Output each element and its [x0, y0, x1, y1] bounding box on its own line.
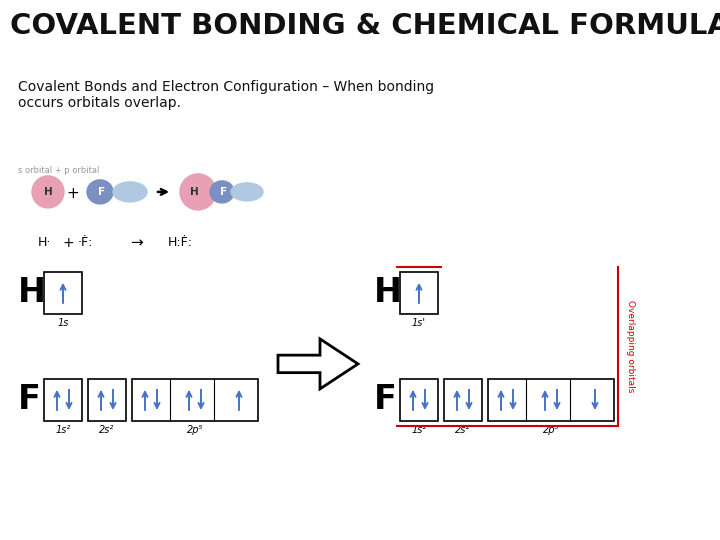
- Bar: [444, 379, 482, 421]
- Text: +: +: [62, 236, 73, 250]
- Bar: [44, 272, 82, 314]
- Text: F: F: [374, 383, 397, 416]
- Text: F: F: [18, 383, 41, 416]
- Bar: [488, 379, 614, 421]
- Ellipse shape: [87, 180, 113, 204]
- Circle shape: [180, 174, 216, 210]
- FancyArrow shape: [278, 339, 358, 389]
- Text: 2s²: 2s²: [99, 425, 114, 435]
- Text: 1s': 1s': [412, 318, 426, 328]
- Bar: [400, 379, 438, 421]
- Text: H·: H·: [38, 236, 51, 249]
- Text: 1s²: 1s²: [411, 425, 427, 435]
- Text: 2s²: 2s²: [455, 425, 471, 435]
- Text: F: F: [99, 187, 106, 197]
- Text: 2p⁵: 2p⁵: [186, 425, 203, 435]
- Text: Covalent Bonds and Electron Configuration – When bonding
occurs orbitals overlap: Covalent Bonds and Electron Configuratio…: [18, 80, 434, 110]
- Text: F: F: [220, 187, 228, 197]
- Ellipse shape: [210, 181, 234, 203]
- Bar: [44, 379, 82, 421]
- Bar: [132, 379, 258, 421]
- Ellipse shape: [113, 182, 147, 202]
- Text: s orbital + p orbital: s orbital + p orbital: [18, 166, 99, 175]
- Bar: [88, 379, 126, 421]
- Text: 1s²: 1s²: [55, 425, 71, 435]
- Circle shape: [32, 176, 64, 208]
- Text: ·Ḟ:: ·Ḟ:: [78, 236, 94, 249]
- Bar: [400, 272, 438, 314]
- Text: COVALENT BONDING & CHEMICAL FORMULA: COVALENT BONDING & CHEMICAL FORMULA: [10, 12, 720, 40]
- Text: H: H: [44, 187, 53, 197]
- Text: Overlapping orbitals: Overlapping orbitals: [626, 300, 635, 393]
- Text: H:Ḟ:: H:Ḟ:: [168, 236, 193, 249]
- Text: 2p⁵: 2p⁵: [543, 425, 559, 435]
- Text: 1s: 1s: [58, 318, 68, 328]
- Text: H: H: [18, 276, 46, 309]
- Text: +: +: [67, 186, 79, 201]
- Text: H: H: [189, 187, 199, 197]
- Text: →: →: [130, 236, 143, 251]
- Ellipse shape: [231, 183, 263, 201]
- Text: H: H: [374, 276, 402, 309]
